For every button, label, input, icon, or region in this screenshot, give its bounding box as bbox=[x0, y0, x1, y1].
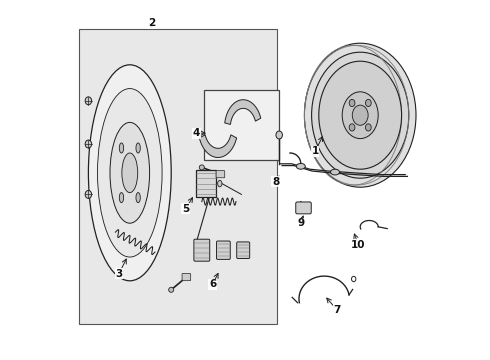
FancyBboxPatch shape bbox=[182, 274, 191, 281]
Bar bbox=[79, 29, 277, 324]
Ellipse shape bbox=[342, 92, 378, 139]
Ellipse shape bbox=[199, 165, 204, 170]
Ellipse shape bbox=[110, 122, 149, 223]
Ellipse shape bbox=[85, 140, 92, 148]
Text: 7: 7 bbox=[333, 305, 341, 315]
FancyBboxPatch shape bbox=[194, 239, 210, 261]
FancyBboxPatch shape bbox=[237, 242, 250, 258]
Polygon shape bbox=[199, 135, 237, 157]
Ellipse shape bbox=[366, 99, 371, 107]
Text: 1: 1 bbox=[312, 146, 319, 156]
Ellipse shape bbox=[330, 169, 340, 175]
Ellipse shape bbox=[349, 99, 355, 107]
Ellipse shape bbox=[119, 193, 123, 203]
Ellipse shape bbox=[85, 97, 92, 105]
Ellipse shape bbox=[312, 52, 409, 178]
Ellipse shape bbox=[304, 43, 416, 187]
Ellipse shape bbox=[136, 193, 140, 203]
FancyBboxPatch shape bbox=[217, 241, 230, 259]
Bar bbox=[196, 170, 216, 197]
Text: 3: 3 bbox=[115, 269, 122, 279]
Text: 4: 4 bbox=[193, 128, 200, 138]
Ellipse shape bbox=[218, 180, 222, 187]
FancyBboxPatch shape bbox=[296, 202, 311, 214]
Text: 2: 2 bbox=[148, 18, 155, 28]
Ellipse shape bbox=[349, 124, 355, 131]
Ellipse shape bbox=[98, 89, 162, 257]
Text: 9: 9 bbox=[297, 218, 304, 228]
Ellipse shape bbox=[88, 65, 171, 281]
Text: 5: 5 bbox=[182, 204, 189, 214]
Ellipse shape bbox=[136, 143, 140, 153]
Text: 8: 8 bbox=[272, 177, 279, 187]
Text: 10: 10 bbox=[351, 240, 366, 250]
Ellipse shape bbox=[296, 163, 305, 169]
Ellipse shape bbox=[276, 131, 282, 139]
Ellipse shape bbox=[366, 124, 371, 131]
Ellipse shape bbox=[319, 61, 402, 169]
Ellipse shape bbox=[119, 143, 123, 153]
Text: 6: 6 bbox=[209, 279, 216, 289]
Ellipse shape bbox=[352, 105, 368, 125]
Ellipse shape bbox=[122, 153, 138, 193]
Ellipse shape bbox=[85, 190, 92, 198]
Bar bbox=[204, 90, 279, 160]
Ellipse shape bbox=[169, 287, 174, 292]
Polygon shape bbox=[225, 100, 261, 125]
FancyBboxPatch shape bbox=[216, 171, 225, 178]
